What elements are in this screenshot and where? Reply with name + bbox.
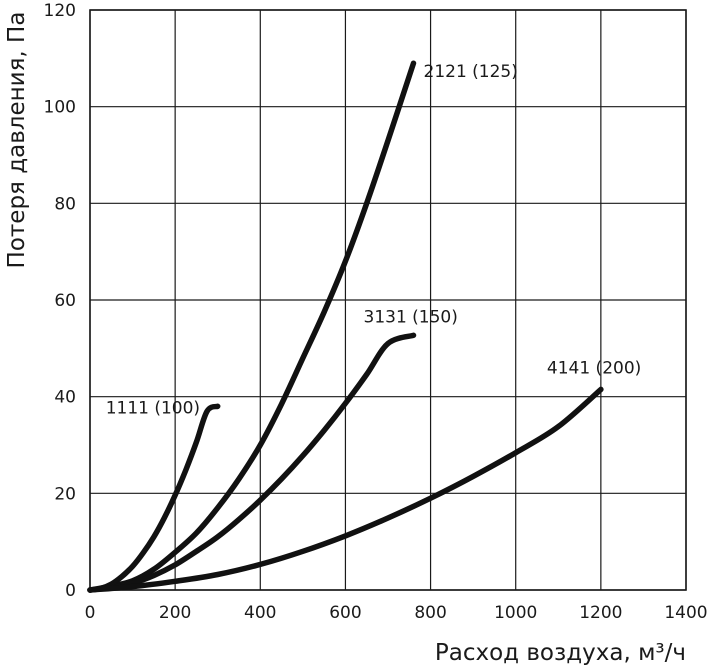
x-axis-ticks: 0 200 400 600 800 1000 1200 1400: [85, 603, 708, 623]
y-tick-label: 60: [54, 291, 76, 311]
x-tick-label: 200: [159, 603, 191, 623]
series-curve-2: [87, 332, 417, 593]
series-curve-1: [87, 60, 417, 593]
x-tick-label: 600: [329, 603, 361, 623]
series-label-1: 2121 (125): [424, 62, 518, 82]
series-label-2: 3131 (150): [364, 307, 458, 327]
y-tick-label: 100: [44, 98, 76, 118]
y-tick-label: 80: [54, 194, 76, 214]
x-tick-label: 1200: [579, 603, 622, 623]
x-tick-label: 1400: [664, 603, 707, 623]
series-label-0: 1111 (100): [106, 398, 200, 418]
curves: [87, 60, 604, 593]
y-tick-label: 40: [54, 388, 76, 408]
series-labels: 1111 (100) 2121 (125) 3131 (150) 4141 (200): [106, 62, 642, 418]
plot-frame: [89, 9, 687, 591]
y-tick-label: 0: [65, 581, 76, 601]
y-tick-label: 20: [54, 484, 76, 504]
x-tick-label: 800: [414, 603, 446, 623]
x-tick-label: 400: [244, 603, 276, 623]
y-axis-label: Потеря давления, Па: [4, 12, 30, 269]
series-label-3: 4141 (200): [547, 358, 641, 378]
x-axis-label: Расход воздуха, м³/ч: [435, 640, 686, 666]
y-axis-ticks: 0 20 40 60 80 100 120: [44, 1, 76, 601]
series-curve-0: [87, 403, 221, 593]
series-curve-3: [87, 386, 604, 593]
x-tick-label: 1000: [494, 603, 537, 623]
grid: [89, 9, 687, 591]
y-tick-label: 120: [44, 1, 76, 21]
x-tick-label: 0: [85, 603, 96, 623]
